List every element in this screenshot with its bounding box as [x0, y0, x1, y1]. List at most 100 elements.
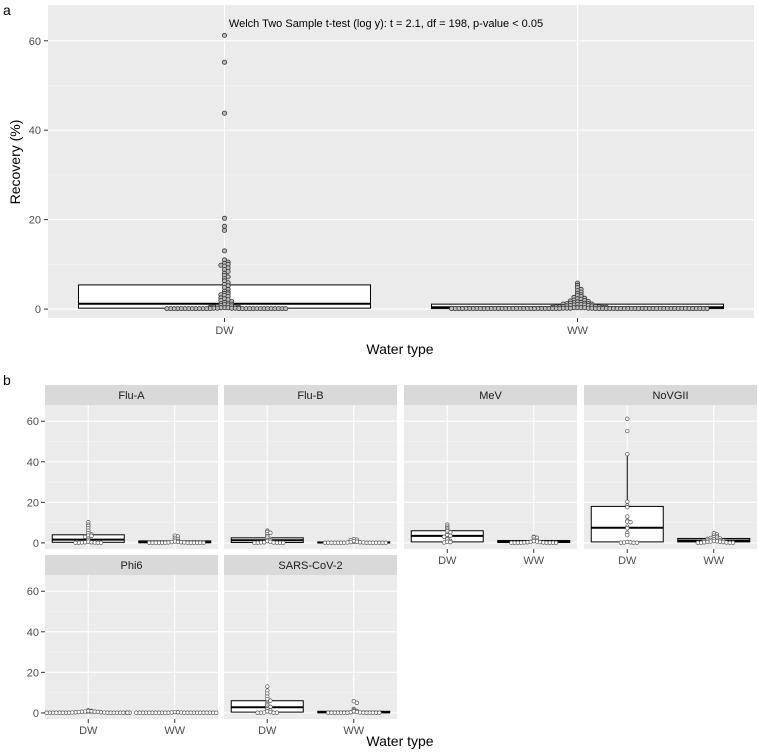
- facet-point-WW: [325, 710, 331, 715]
- facet-sars-cov-2: SARS-CoV-2 DW WW: [224, 555, 397, 737]
- panel-a-y-tick-label: 60: [29, 36, 41, 48]
- facet-point-DW: [625, 505, 630, 510]
- panel-a-x-axis: DW WW: [215, 318, 588, 337]
- facet-point-DW: [625, 533, 630, 538]
- facet-x-tick-label: WW: [164, 725, 185, 737]
- panel-a-points: [164, 32, 710, 312]
- facet-strip-label: NoVGII: [652, 390, 688, 402]
- panel-a-plot-area: [48, 5, 754, 318]
- panel-a-letter: a: [3, 2, 11, 18]
- facet-point-WW: [509, 540, 514, 545]
- facet-strip: [224, 555, 397, 575]
- facet-point-WW: [354, 700, 360, 705]
- facet-point-WW: [553, 540, 559, 545]
- facet-point-DW: [265, 684, 270, 689]
- panel-a-x-tick-label: DW: [215, 325, 234, 337]
- facet-x-tick-label: DW: [438, 555, 457, 567]
- facet-point-WW: [377, 710, 382, 715]
- facet-y-tick-label: 40: [27, 627, 39, 639]
- facet-plot-area: [404, 405, 577, 549]
- facet-point-DW: [274, 710, 280, 715]
- facet-point-WW: [214, 710, 219, 715]
- panel-a-point-DW: [221, 215, 227, 221]
- panel-a-point-DW: [221, 223, 227, 229]
- facet-point-WW: [201, 540, 206, 545]
- facet-point-DW: [268, 698, 273, 703]
- facet-point-DW: [625, 416, 630, 421]
- facet-x-tick-label: WW: [703, 555, 724, 567]
- facet-plot-area: [45, 405, 218, 549]
- facet-point-DW: [89, 533, 94, 538]
- panel-a-y-tick-label: 0: [35, 304, 41, 316]
- panel-a-point-DW: [221, 248, 227, 254]
- facet-point-DW: [625, 514, 630, 519]
- panel-a-y-tick-label: 20: [29, 215, 41, 227]
- facet-mev: MeV DW WW: [404, 385, 577, 567]
- panel-a-point-DW: [221, 59, 227, 65]
- facet-plot-area: [45, 575, 218, 719]
- facet-strip-label: Flu-B: [297, 390, 323, 402]
- facet-point-DW: [448, 539, 453, 545]
- facet-point-DW: [634, 540, 640, 545]
- facet-y-tick-label: 20: [27, 667, 39, 679]
- panel-a-point-DW: [283, 306, 289, 312]
- facet-point-DW: [441, 540, 447, 545]
- t-test-annotation: Welch Two Sample t-test (log y): t = 2.1…: [229, 18, 543, 30]
- panel-a-point-DW: [221, 227, 227, 233]
- facet-point-DW: [281, 540, 286, 545]
- panel-a-y-tick-label: 40: [29, 125, 41, 137]
- facet-y-tick-label: 60: [27, 586, 39, 598]
- panel-b-facets: Flu-A 0 20 40 60 Flu-B MeV DW WW NoVGII DW WW Phi6 0 2…: [27, 385, 757, 737]
- facet-flu-a: Flu-A 0 20 40 60: [27, 385, 218, 550]
- facet-point-DW: [255, 710, 260, 715]
- facet-y-tick-label: 0: [33, 538, 39, 550]
- facet-point-DW: [448, 533, 453, 538]
- facet-x-tick-label: DW: [258, 725, 277, 737]
- facet-point-WW: [134, 710, 139, 715]
- facet-strip: [45, 555, 218, 575]
- facet-plot-area: [224, 575, 397, 719]
- facet-point-DW: [625, 428, 630, 434]
- facet-y-tick-label: 60: [27, 416, 39, 428]
- facet-y-tick-label: 40: [27, 457, 39, 469]
- facet-strip-label: MeV: [479, 390, 502, 402]
- facet-strip: [584, 385, 757, 405]
- panel-a-point-WW: [704, 306, 710, 312]
- facet-point-WW: [730, 540, 736, 545]
- facet-point-DW: [625, 526, 630, 531]
- facet-point-DW: [618, 540, 624, 545]
- facet-point-DW: [252, 540, 257, 545]
- facet-point-WW: [322, 540, 328, 545]
- facet-point-DW: [98, 540, 104, 545]
- facet-strip-label: Flu-A: [118, 390, 145, 402]
- facet-strip: [404, 385, 577, 405]
- facet-point-DW: [73, 540, 78, 545]
- panel-a-point-DW: [221, 110, 227, 116]
- facet-strip: [45, 385, 218, 405]
- facet-x-tick-label: DW: [618, 555, 637, 567]
- panel-a-point-DW: [164, 306, 170, 312]
- facet-point-DW: [125, 710, 130, 715]
- facet-point-DW: [628, 520, 633, 525]
- facet-x-tick-label: WW: [523, 555, 544, 567]
- facet-y-tick-label: 0: [33, 708, 39, 720]
- facet-phi6: Phi6 0 20 40 60 DW WW: [27, 555, 219, 737]
- facet-strip: [224, 385, 397, 405]
- facet-point-WW: [695, 540, 700, 545]
- panel-b-x-title: Water type: [366, 733, 433, 749]
- facet-plot-area: [224, 405, 397, 549]
- panel-a-point-WW: [448, 306, 454, 312]
- panel-a-x-title: Water type: [366, 341, 433, 357]
- facet-point-WW: [147, 540, 152, 545]
- panel-a-y-title: Recovery (%): [7, 120, 23, 205]
- facet-y-tick-label: 20: [27, 497, 39, 509]
- panel-a-y-axis: 0 20 40 60: [29, 36, 48, 316]
- facet-point-DW: [625, 499, 630, 504]
- facet-strip-label: SARS-CoV-2: [278, 560, 342, 572]
- facet-strip-label: Phi6: [120, 560, 142, 572]
- facet-x-tick-label: WW: [343, 725, 364, 737]
- facet-x-tick-label: DW: [79, 725, 98, 737]
- panel-a-point-DW: [221, 32, 227, 38]
